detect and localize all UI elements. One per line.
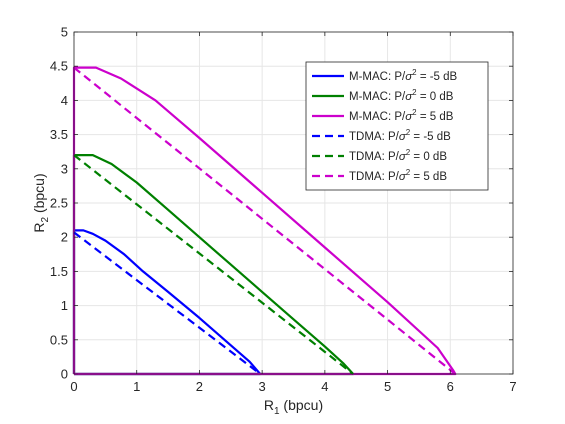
series-line-4 bbox=[73, 154, 354, 375]
x-axis-label: R1 (bpcu) bbox=[264, 397, 323, 417]
y-axis-label-unit: (bpcu) bbox=[31, 173, 47, 217]
legend-entry-0: M-MAC: P/σ2 = -5 dB bbox=[349, 68, 458, 83]
legend-entry-5: TDMA: P/σ2 = 5 dB bbox=[349, 168, 447, 183]
legend-entry-4: TDMA: P/σ2 = 0 dB bbox=[349, 148, 447, 163]
legend-entry-2: M-MAC: P/σ2 = 5 dB bbox=[349, 108, 454, 123]
series-layer bbox=[72, 66, 457, 376]
series-line-2 bbox=[72, 66, 457, 376]
y-tick-label: 4 bbox=[61, 93, 68, 108]
series-line-3 bbox=[73, 231, 261, 375]
legend-entry-3: TDMA: P/σ2 = -5 dB bbox=[349, 128, 451, 143]
y-axis-label: R2 (bpcu) bbox=[31, 173, 51, 232]
legend: M-MAC: P/σ2 = -5 dB M-MAC: P/σ2 = 0 dB M-M… bbox=[305, 61, 489, 191]
y-tick-label: 0 bbox=[61, 367, 68, 382]
series-line-1 bbox=[72, 154, 355, 376]
series-line-0 bbox=[72, 229, 262, 376]
x-axis-label-unit: (bpcu) bbox=[280, 397, 324, 413]
y-axis-label-subscript: 2 bbox=[40, 217, 51, 223]
y-tick-label: 3 bbox=[61, 161, 68, 176]
y-tick-label: 1.5 bbox=[50, 264, 68, 279]
x-tick-label: 4 bbox=[321, 379, 328, 394]
x-axis-label-main: R bbox=[264, 397, 274, 413]
y-tick-label: 0.5 bbox=[50, 332, 68, 347]
x-tick-label: 2 bbox=[196, 379, 203, 394]
y-tick-label: 2.5 bbox=[50, 196, 68, 211]
legend-entry-1: M-MAC: P/σ2 = 0 dB bbox=[349, 88, 454, 103]
series-line-5 bbox=[73, 66, 456, 375]
y-tick-label: 1 bbox=[61, 298, 68, 313]
x-tick-label: 6 bbox=[447, 379, 454, 394]
y-axis-label-main: R bbox=[31, 223, 47, 233]
x-axis-label-subscript: 1 bbox=[274, 406, 280, 417]
x-tick-label: 5 bbox=[384, 379, 391, 394]
x-tick-label: 3 bbox=[259, 379, 266, 394]
x-tick-label: 1 bbox=[133, 379, 140, 394]
x-tick-label: 0 bbox=[70, 379, 77, 394]
y-tick-label: 5 bbox=[61, 25, 68, 40]
x-tick-label: 7 bbox=[509, 379, 516, 394]
y-tick-label: 2 bbox=[61, 230, 68, 245]
legend-box bbox=[305, 61, 489, 191]
y-tick-label: 4.5 bbox=[50, 59, 68, 74]
y-tick-label: 3.5 bbox=[50, 127, 68, 142]
ticks: 0 1 2 3 4 5 6 7 0 0.5 1 1.5 2 2.5 3 3.5 4 4.5 5 bbox=[50, 25, 517, 395]
